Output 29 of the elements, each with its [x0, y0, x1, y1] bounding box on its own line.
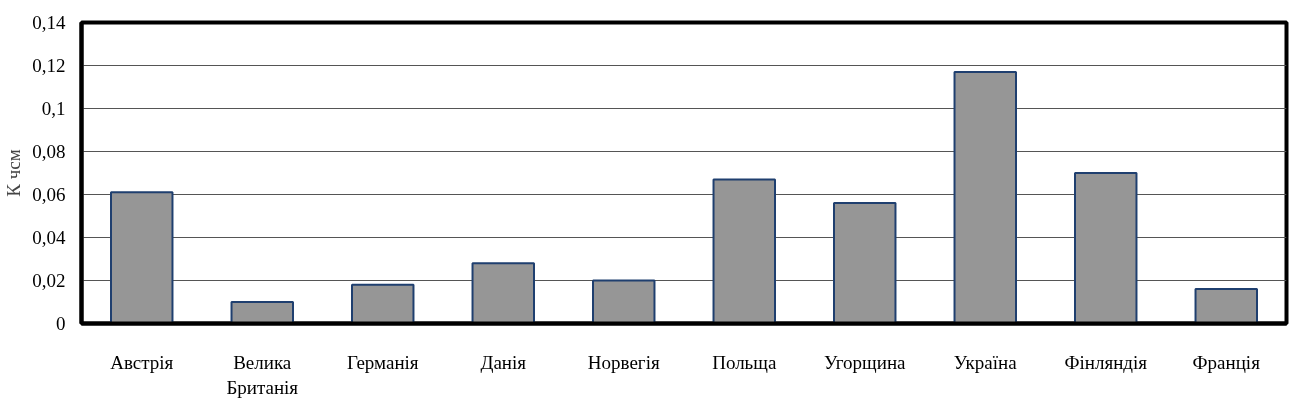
x-tick-label: Франція [1192, 351, 1261, 373]
bar [953, 70, 1017, 324]
y-tick-label: 0 [56, 313, 66, 334]
y-axis-title: К чсм [3, 149, 25, 197]
bar [230, 301, 294, 324]
x-tick-label: Фінляндія [1064, 351, 1148, 373]
bar [1074, 172, 1138, 324]
x-tick-label: Велика Британія [226, 351, 299, 398]
bar [1194, 288, 1258, 324]
bar [110, 191, 174, 324]
y-tick-label: 0,02 [32, 270, 66, 291]
x-tick-label: Угорщина [824, 351, 907, 373]
y-tick-label: 0,04 [32, 227, 66, 248]
bar [471, 262, 535, 324]
y-tick-label: 0,14 [32, 12, 66, 33]
x-tick-label: Україна [953, 351, 1018, 373]
bar [833, 202, 897, 324]
x-tick-label: Данія [480, 351, 527, 373]
y-tick-label: 0,06 [32, 184, 66, 205]
x-tick-label: Германія [346, 351, 419, 373]
y-tick-label: 0,08 [32, 141, 66, 162]
x-tick-label: Австрія [110, 351, 174, 373]
bar [712, 178, 776, 324]
y-tick-label: 0,12 [32, 55, 66, 76]
y-tick-label: 0,1 [41, 98, 66, 119]
bar [351, 283, 415, 324]
x-tick-label: Польща [712, 351, 777, 373]
bar [592, 279, 656, 324]
x-tick-label: Норвегія [587, 351, 660, 373]
